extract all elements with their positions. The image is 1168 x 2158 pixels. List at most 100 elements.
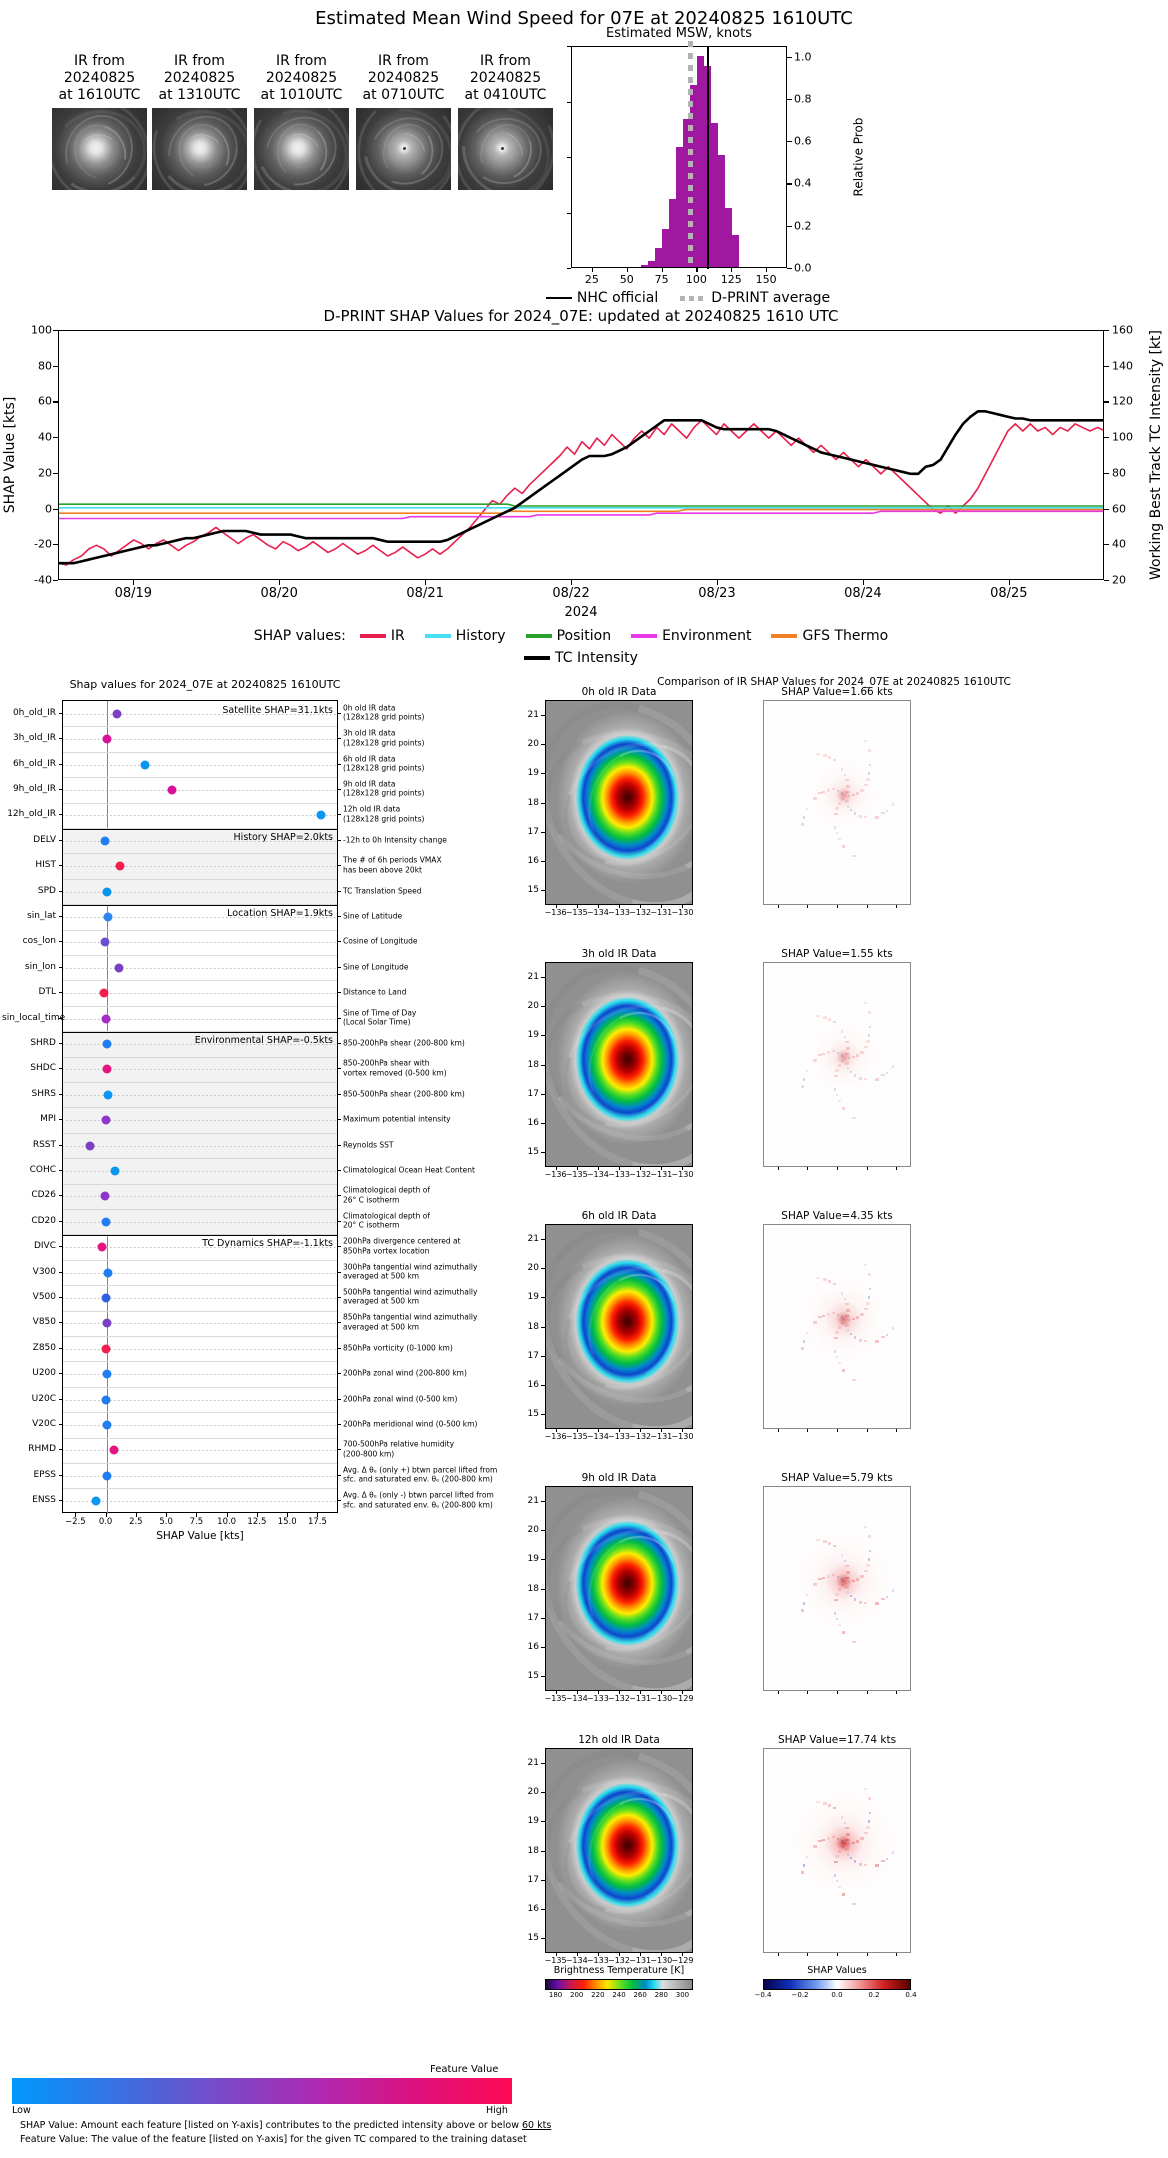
ir-shap-ir-core (546, 701, 692, 904)
ir-ytick (541, 714, 545, 716)
ts-legend-item: Environment (631, 628, 751, 644)
shap-feature-description: Maximum potential intensity (343, 1114, 503, 1124)
ir-shap-speckle (847, 1843, 850, 1846)
ir-shap-speckle (868, 1033, 871, 1037)
footer-note-shap-b: 60 kts (521, 2120, 552, 2131)
shap-row-grid (63, 1488, 337, 1490)
shap-row-guide (63, 1424, 337, 1426)
ir-shap-speckle (843, 1559, 846, 1562)
ir-shap-xtick (837, 1429, 838, 1432)
shap-feature-label: sin_local_time (2, 1012, 66, 1023)
shap-row-grid (63, 1031, 337, 1033)
ts-legend-label: History (455, 628, 506, 644)
ir-shap-speckle (837, 1624, 841, 1627)
shap-ytick (59, 941, 62, 943)
ir-shap-speckle (833, 825, 836, 829)
ir-shap-speckle (886, 1071, 889, 1074)
shap-ytick (59, 992, 62, 994)
ts-ytick-right (1104, 508, 1109, 510)
shap-feature-label: SHDC (30, 1063, 56, 1074)
ir-shap-speckle (822, 1052, 826, 1055)
shap-feature-description: 3h old IR data (128x128 grid points) (343, 729, 503, 748)
ir-ytick (541, 1152, 545, 1154)
ir-ytick-label: 17 (527, 826, 539, 837)
ir-shap-speckle (835, 1356, 838, 1359)
shap-row-grid (63, 1082, 337, 1083)
ir-xtick-label: −131 (629, 1956, 652, 1965)
ir-thumbnail-label-4: IR from 20240825 at 0410UTC (450, 53, 561, 104)
ir-shap-speckle (881, 1336, 886, 1339)
ir-xtick (640, 905, 642, 908)
ir-ytick (541, 1005, 545, 1007)
ir-shap-speckle (840, 1322, 844, 1325)
ir-shap-speckle (813, 1320, 818, 1324)
ir-xtick (555, 1691, 557, 1694)
ir-shap-speckle (854, 1074, 857, 1078)
ir-shap-speckle (833, 759, 837, 762)
ir-shap-xtick (837, 1953, 838, 1956)
ir-shap-speckle (867, 1534, 871, 1538)
shap-feature-description-line: vortex removed (0-500 km) (343, 1068, 447, 1078)
shap-feature-description: 9h old IR data (128x128 grid points) (343, 779, 503, 798)
shap-xtick (317, 1512, 319, 1517)
msw-ytick-left (567, 268, 571, 270)
shap-xtick (105, 1512, 107, 1517)
ir-shap-speckle (863, 1340, 867, 1343)
shap-feature-description: 200hPa meridional wind (0-500 km) (343, 1419, 503, 1429)
ir-thumbnail-band (79, 134, 119, 168)
ir-xtick-label: −130 (671, 1432, 694, 1441)
ir-shap-speckle (852, 1842, 856, 1845)
shap-dot (102, 1369, 112, 1379)
shap-feature-label: MPI (40, 1114, 56, 1125)
ir-shap-speckle (835, 1880, 838, 1883)
ir-shap-speckle (854, 1336, 857, 1340)
ir-shap-speckle (868, 1026, 871, 1029)
ir-shap-speckle (850, 1595, 853, 1598)
ir-xtick-label: −132 (629, 908, 652, 917)
shap-ytick-right (338, 865, 341, 867)
ir-xtick-label: −134 (586, 1170, 609, 1179)
ir-shap-speckle (803, 1602, 806, 1606)
shap-dot (97, 1242, 107, 1252)
ir-shap-speckle (867, 748, 871, 752)
ir-thumbnail-label-line: 20240825 (63, 70, 136, 86)
ir-shap-speckle (813, 1844, 818, 1848)
ir-thumbnail-label-0: IR from 20240825 at 1610UTC (44, 53, 155, 104)
ir-ytick (541, 831, 545, 833)
ir-shap-speckle (852, 1378, 857, 1381)
ir-ytick (541, 1326, 545, 1328)
shap-ytick (59, 1220, 62, 1222)
ir-ytick (541, 1529, 545, 1531)
ir-ytick (541, 1909, 545, 1911)
page-title: Estimated Mean Wind Speed for 07E at 202… (315, 8, 853, 29)
ir-shap-ir-core (546, 1225, 692, 1428)
shap-values-colorbar (763, 1979, 911, 1990)
ir-shap-speckle (832, 1050, 836, 1053)
ir-shap-left-title-1: 3h old IR Data (581, 948, 657, 960)
ir-shap-speckle (817, 1578, 822, 1581)
ir-shap-xtick (777, 1691, 779, 1694)
shap-ytick (59, 1347, 62, 1349)
ir-shap-speckle (837, 1850, 841, 1854)
shap-ytick (59, 1449, 62, 1451)
shap-ytick-right (338, 1169, 341, 1171)
nhc-official-line (707, 47, 709, 269)
ir-shap-xtick (837, 1691, 838, 1694)
ir-shap-speckle (868, 1812, 871, 1815)
ir-shap-speckle (833, 1087, 836, 1091)
ir-shap-xtick (866, 905, 868, 908)
ir-shap-speckle (832, 1312, 836, 1315)
shap-row-grid (63, 1056, 337, 1058)
ts-legend-swatch (771, 634, 798, 638)
ir-shap-speckle (866, 1825, 871, 1829)
shap-feature-description-line: 850hPa tangential wind azimuthally (343, 1312, 478, 1322)
ir-shap-speckle (875, 1077, 880, 1081)
ts-legend-swatch-tc (524, 656, 551, 660)
ir-shap-speckle (843, 773, 846, 776)
ir-shap-speckle (875, 815, 880, 819)
ir-xtick (682, 905, 684, 908)
ir-shap-speckle (847, 1319, 850, 1322)
ir-xtick (682, 1691, 684, 1694)
shap-feature-description: The # of 6h periods VMAX has been above 2… (343, 856, 503, 875)
ir-shap-left-title-2: 6h old IR Data (581, 1210, 657, 1222)
